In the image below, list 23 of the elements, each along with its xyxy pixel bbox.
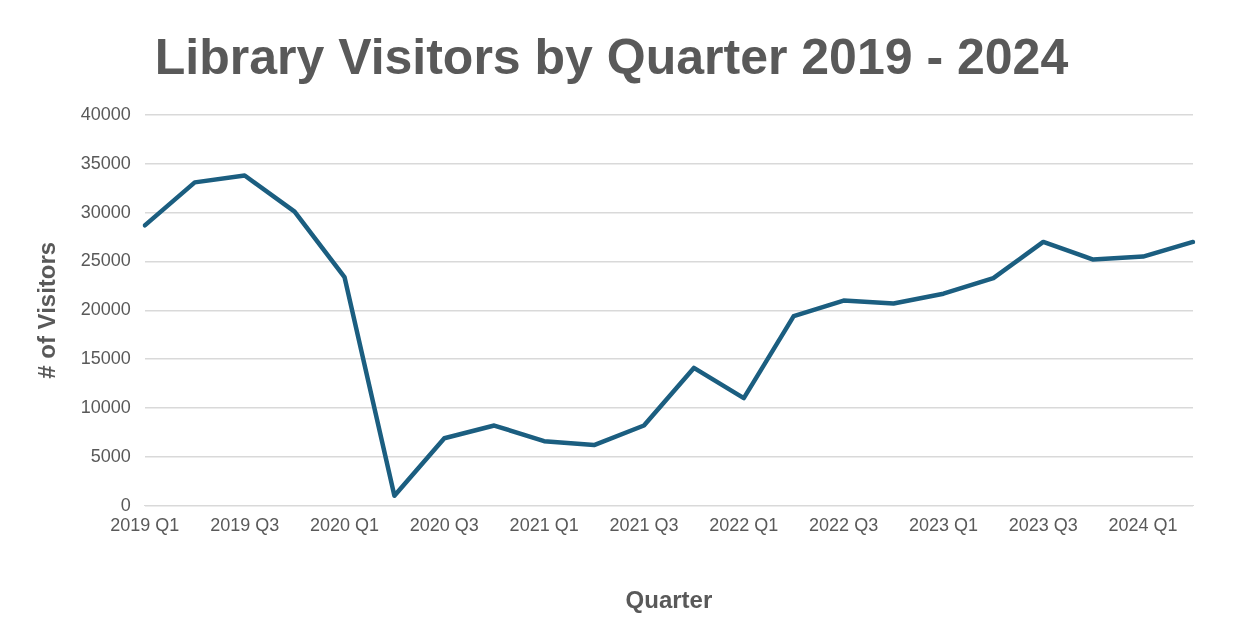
x-tick-label: 2023 Q3 [1008,515,1078,536]
x-tick-label: 2023 Q1 [908,515,978,536]
x-tick-label: 2022 Q3 [809,515,879,536]
y-tick-label: 35000 [80,152,131,173]
x-tick-label: 2021 Q1 [509,515,579,536]
x-axis-title: Quarter [625,586,713,614]
x-tick-label: 2020 Q1 [309,515,380,536]
y-tick-label: 5000 [90,445,131,466]
x-tick-label: 2019 Q1 [110,515,180,536]
y-tick-label: 0 [120,494,131,515]
y-tick-label: 15000 [80,348,131,369]
x-tick-label: 2024 Q1 [1108,515,1178,536]
y-axis-title: # of Visitors [33,241,61,379]
x-tick-label: 2022 Q1 [709,515,779,536]
x-tick-label: 2019 Q3 [210,515,280,536]
y-tick-label: 40000 [80,103,131,124]
y-tick-label: 25000 [80,250,131,271]
x-tick-label: 2021 Q3 [609,515,679,536]
y-tick-label: 20000 [80,299,131,320]
chart-title: Library Visitors by Quarter 2019 - 2024 [154,28,1069,85]
y-tick-label: 30000 [80,201,131,222]
y-tick-label: 10000 [80,396,131,417]
x-tick-label: 2020 Q3 [409,515,479,536]
